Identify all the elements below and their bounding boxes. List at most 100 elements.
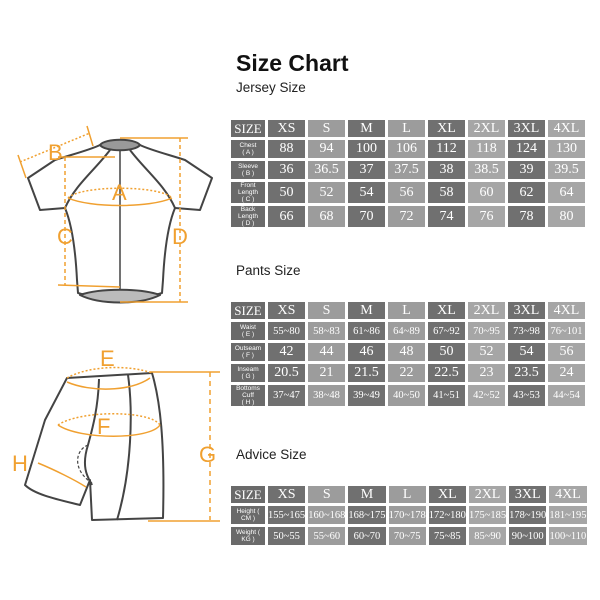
row-label-code: ( D ) — [241, 220, 255, 227]
table-cell: 90~100 — [509, 527, 547, 545]
table-row: Weight ( KG ) 50~55 55~60 60~70 70~75 75~85 85… — [231, 527, 587, 545]
jersey-outline — [27, 138, 213, 304]
row-label: Waist( E ) — [231, 322, 265, 340]
label-g: G — [199, 442, 216, 467]
table-cell: 75~85 — [428, 527, 466, 545]
pants-size-table: SIZE XS S M L XL 2XL 3XL 4XL Waist( E ) 55~80 58~83… — [228, 299, 588, 409]
row-label: Back Length( D ) — [231, 206, 265, 227]
label-h: H — [12, 451, 28, 476]
table-cell: 58 — [428, 182, 465, 203]
table-cell: 72 — [388, 206, 425, 227]
size-column-header: XS — [268, 302, 305, 319]
table-cell: 48 — [388, 343, 425, 361]
table-cell: 70 — [348, 206, 385, 227]
table-cell: 62 — [508, 182, 545, 203]
row-label-code: ( C ) — [241, 196, 255, 203]
table-cell: 61~86 — [348, 322, 385, 340]
table-cell: 64 — [548, 182, 585, 203]
measurement-guides — [17, 125, 220, 522]
row-label-code: ( A ) — [242, 149, 254, 156]
size-header: SIZE — [231, 486, 265, 503]
size-column-header: 3XL — [508, 302, 545, 319]
size-column-header: S — [308, 120, 345, 137]
table-cell: 40~50 — [388, 385, 425, 406]
shorts-outline — [24, 372, 165, 521]
size-column-header: S — [308, 486, 346, 503]
table-cell: 36.5 — [308, 161, 345, 179]
table-cell: 21 — [308, 364, 345, 382]
size-column-header: 2XL — [468, 486, 507, 503]
table-cell: 58~83 — [308, 322, 345, 340]
table-row: Height ( CM ) 155~165 160~168 168~175 170~17… — [231, 506, 587, 524]
table-row: Waist( E ) 55~80 58~83 61~86 64~89 67~92 70~95… — [231, 322, 585, 340]
table-cell: 170~178 — [388, 506, 426, 524]
table-cell: 38~48 — [308, 385, 345, 406]
table-cell: 130 — [548, 140, 585, 158]
size-column-header: 3XL — [508, 120, 545, 137]
size-column-header: XL — [428, 302, 465, 319]
table-row: Sleeve( B ) 36 36.5 37 37.5 38 38.5 39 39.5 — [231, 161, 585, 179]
table-cell: 36 — [268, 161, 305, 179]
table-row: Bottoms Cuff( H ) 37~47 38~48 39~49 40~50 41~… — [231, 385, 585, 406]
table-cell: 70~75 — [388, 527, 426, 545]
row-label-name: Front Length — [238, 182, 258, 196]
table-cell: 67~92 — [428, 322, 465, 340]
row-label-name: Sleeve — [238, 163, 258, 170]
table-cell: 55~80 — [268, 322, 305, 340]
table-cell: 54 — [508, 343, 545, 361]
table-cell: 70~95 — [468, 322, 505, 340]
table-row: Inseam( G ) 20.5 21 21.5 22 22.5 23 23.5 24 — [231, 364, 585, 382]
size-column-header: 4XL — [549, 486, 587, 503]
row-label-name: Bottoms Cuff — [236, 385, 260, 399]
table-cell: 43~53 — [508, 385, 545, 406]
header-row: SIZE XS S M L XL 2XL 3XL 4XL — [231, 486, 587, 503]
size-column-header: XL — [428, 120, 465, 137]
table-cell: 22.5 — [428, 364, 465, 382]
table-cell: 178~190 — [509, 506, 547, 524]
label-d: D — [172, 224, 188, 249]
table-cell: 44~54 — [548, 385, 585, 406]
table-row: Outseam( F ) 42 44 46 48 50 52 54 56 — [231, 343, 585, 361]
garment-illustration: B A C D E F G H — [12, 125, 220, 522]
table-cell: 85~90 — [468, 527, 507, 545]
table-cell: 37.5 — [388, 161, 425, 179]
size-column-header: M — [348, 302, 385, 319]
row-label-code: ( H ) — [241, 399, 255, 406]
row-label: Height ( CM ) — [231, 506, 265, 524]
table-cell: 100~110 — [549, 527, 587, 545]
label-a: A — [112, 180, 127, 205]
table-cell: 39~49 — [348, 385, 385, 406]
label-c: C — [57, 224, 73, 249]
size-column-header: 4XL — [548, 302, 585, 319]
row-label: Weight ( KG ) — [231, 527, 265, 545]
table-cell: 106 — [388, 140, 425, 158]
row-label: Chest( A ) — [231, 140, 265, 158]
size-column-header: L — [388, 302, 425, 319]
row-label: Front Length( C ) — [231, 182, 265, 203]
size-column-header: XL — [428, 486, 466, 503]
table-cell: 80 — [548, 206, 585, 227]
row-label-name: Weight ( KG ) — [235, 529, 261, 543]
page-title: Size Chart — [236, 50, 349, 76]
label-f: F — [97, 414, 110, 439]
table-cell: 181~195 — [549, 506, 587, 524]
label-e: E — [100, 346, 115, 371]
row-label-code: ( B ) — [241, 170, 255, 177]
size-column-header: XS — [268, 486, 306, 503]
row-label-code: ( E ) — [241, 331, 255, 338]
row-label-name: Inseam — [237, 366, 259, 373]
label-b: B — [48, 140, 63, 165]
row-label-name: Chest — [239, 142, 257, 149]
row-label-name: Height ( CM ) — [236, 508, 260, 522]
table-cell: 52 — [308, 182, 345, 203]
size-column-header: 2XL — [468, 302, 505, 319]
size-column-header: L — [388, 120, 425, 137]
table-row: Front Length( C ) 50 52 54 56 58 60 62 64 — [231, 182, 585, 203]
table-cell: 22 — [388, 364, 425, 382]
size-column-header: XS — [268, 120, 305, 137]
row-label: Inseam( G ) — [231, 364, 265, 382]
table-cell: 73~98 — [508, 322, 545, 340]
table-cell: 76~101 — [548, 322, 585, 340]
table-cell: 112 — [428, 140, 465, 158]
table-cell: 60 — [468, 182, 505, 203]
